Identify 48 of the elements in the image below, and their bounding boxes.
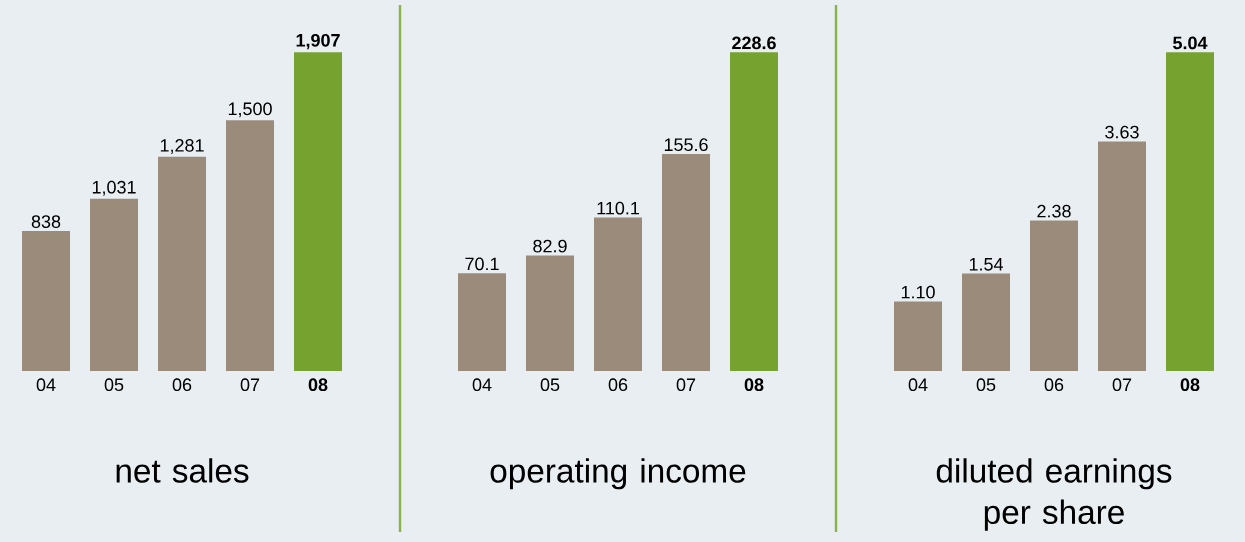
x-tick-label: 05 (976, 378, 996, 392)
data-label: 3.63 (1105, 125, 1139, 139)
data-label: 838 (31, 215, 61, 228)
x-tick-label: 06 (1044, 378, 1064, 392)
bar (730, 52, 778, 371)
x-tick-label: 07 (1112, 378, 1132, 392)
data-label: 110.1 (597, 201, 639, 215)
bar (294, 52, 343, 371)
text: operating income (490, 458, 746, 490)
bar (1166, 52, 1214, 371)
bar (1030, 220, 1078, 371)
data-label: 1,281 (160, 139, 204, 154)
x-tick-label: 08 (308, 378, 328, 392)
x-tick-label: 06 (172, 378, 192, 392)
data-label: 1,500 (228, 102, 272, 118)
data-label: 2.38 (1037, 204, 1071, 218)
bar (458, 273, 507, 371)
x-tick-label: 07 (240, 378, 260, 392)
bar (226, 120, 275, 371)
bar (158, 156, 207, 371)
bar (662, 154, 711, 371)
data-label: 1,031 (92, 180, 136, 196)
x-tick-label: 08 (744, 378, 764, 392)
bar (894, 301, 943, 371)
data-label: 155.6 (664, 138, 708, 152)
x-tick-label: 06 (608, 378, 628, 392)
x-tick-label: 04 (908, 378, 928, 392)
text: net sales (116, 458, 249, 483)
x-tick-label: 08 (1180, 378, 1200, 392)
x-tick-label: 05 (540, 378, 560, 392)
bar (594, 217, 643, 371)
bar (962, 273, 1010, 371)
data-label: 70.1 (465, 257, 499, 271)
data-label: 228.6 (732, 36, 776, 50)
data-label: 5.04 (1173, 36, 1208, 50)
data-label: 82.9 (533, 239, 567, 253)
x-tick-label: 04 (472, 378, 492, 392)
bar (1098, 141, 1146, 371)
bar (90, 198, 139, 371)
bar (526, 255, 575, 371)
x-tick-label: 07 (676, 378, 696, 392)
x-tick-label: 04 (36, 378, 56, 392)
x-tick-label: 05 (104, 378, 124, 392)
bar (22, 230, 71, 371)
data-label: 1.54 (969, 258, 1003, 271)
data-label: 1,907 (296, 33, 340, 50)
data-label: 1.10 (901, 285, 935, 299)
text: diluted earnings per share (936, 458, 1172, 531)
